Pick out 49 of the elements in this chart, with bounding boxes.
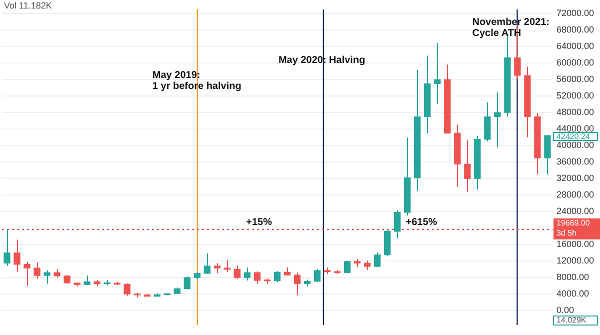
- candlestick: [394, 210, 401, 238]
- candlestick: [204, 252, 210, 274]
- annotation: +615%: [406, 216, 438, 228]
- candlestick: [214, 262, 221, 274]
- y-tick-label: 68000.00: [556, 24, 594, 35]
- text: 14.029K: [556, 316, 587, 325]
- y-tick-label: 32000.00: [556, 173, 594, 184]
- candlestick: [464, 140, 471, 192]
- y-tick-label: 64000.00: [556, 41, 594, 52]
- candlestick: [314, 268, 321, 283]
- y-tick-label: 40000.00: [556, 140, 594, 150]
- y-tick-label: 8000.00: [556, 272, 590, 282]
- candlestick: [24, 261, 30, 286]
- candlestick: [84, 274, 90, 286]
- y-tick-label: 44000.00: [556, 124, 594, 134]
- y-tick-label: 4000.00: [556, 288, 590, 299]
- candlestick: [274, 270, 281, 283]
- ref-line-label: 19669.00 3d 5h: [556, 218, 590, 238]
- candlestick: [34, 262, 40, 280]
- y-tick-label: 12000.00: [556, 256, 594, 266]
- y-tick-label: 52000.00: [556, 90, 594, 101]
- candlestick: [184, 276, 190, 290]
- annotation: +15%: [246, 216, 272, 228]
- candlestick: [434, 42, 441, 105]
- y-tick-label: 16000.00: [556, 239, 594, 250]
- y-tick-label: 56000.00: [556, 74, 594, 84]
- candlestick: [344, 260, 351, 274]
- y-tick-label: 48000.00: [556, 107, 594, 118]
- text: 42420.24: [556, 132, 590, 141]
- candlestick: [484, 102, 491, 142]
- candlestick: [224, 259, 231, 272]
- candlestick: [494, 92, 501, 148]
- candlestick: [244, 267, 251, 281]
- y-tick-label: 0.00: [556, 305, 574, 316]
- annotation: Vol 11.182K: [4, 0, 52, 10]
- candlestick: [44, 270, 50, 284]
- candlestick: [374, 252, 381, 268]
- y-tick-label: 60000.00: [556, 58, 594, 68]
- candlestick: [294, 272, 301, 296]
- candlestick: [124, 282, 130, 296]
- candlestick: [4, 228, 10, 267]
- y-tick-label: 72000.00: [556, 8, 594, 18]
- candlestick: [544, 134, 551, 175]
- y-tick-label: 28000.00: [556, 190, 594, 200]
- y-tick-label: 36000.00: [556, 156, 594, 167]
- y-tick-label: 24000.00: [556, 206, 594, 216]
- candlestick: [14, 239, 20, 272]
- candlestick: [234, 265, 241, 280]
- candlestick: [254, 270, 261, 284]
